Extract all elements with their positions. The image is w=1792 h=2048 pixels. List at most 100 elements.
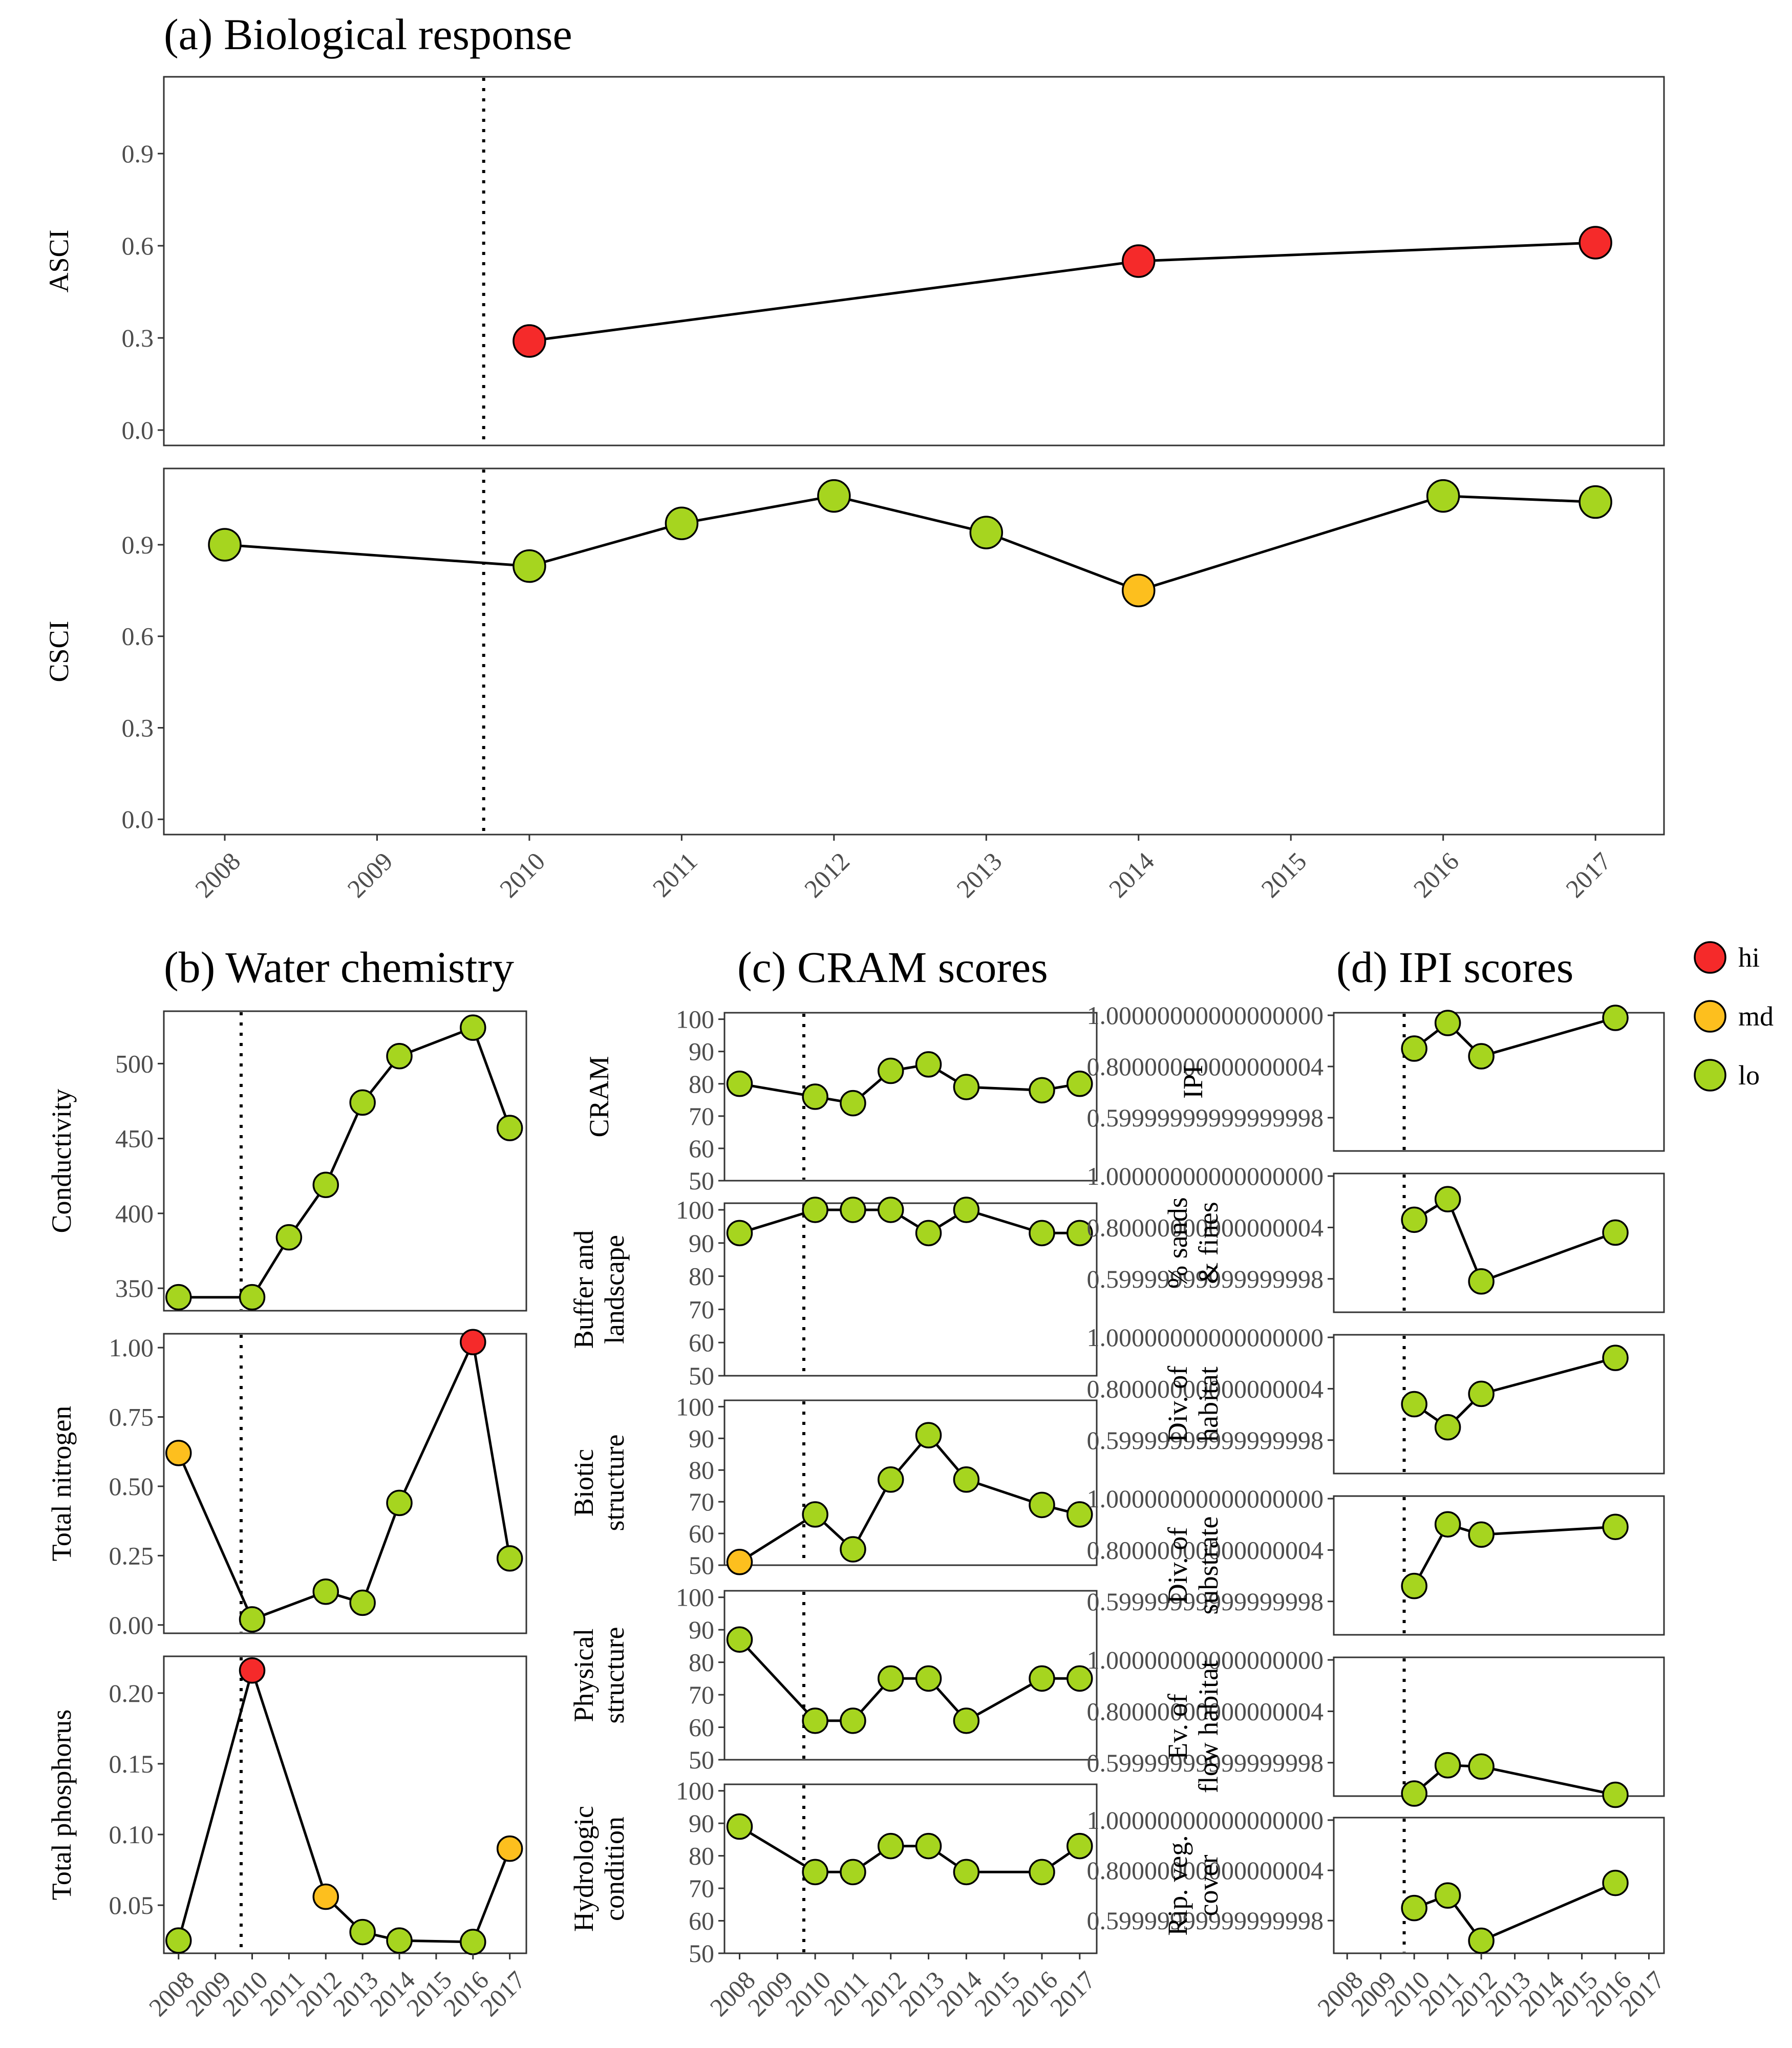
data-point-lo <box>1426 479 1460 513</box>
data-point-lo <box>878 1832 904 1860</box>
series-line <box>739 1063 1080 1105</box>
data-point-lo <box>1602 1005 1629 1031</box>
y-axis-label: Div. of substrate <box>1162 1517 1224 1615</box>
title-a: (a) Biological response <box>164 10 572 59</box>
panel-frame <box>163 467 1665 836</box>
plot-area: 0.0 0.3 0.6 0.9 ASCI 0.0 0.3 0.6 0.9 CSCI 2008 2009… <box>44 76 1670 2022</box>
data-point-lo <box>460 1929 486 1955</box>
chart-section-3: 0.59999999999999998 0.80000000000000004 1.… <box>1087 1001 1670 2022</box>
data-point-lo <box>953 1074 980 1100</box>
panel-frame <box>1333 1495 1665 1636</box>
y-axis-label-line: Physical <box>568 1629 599 1722</box>
y-tick-label: 0.6 <box>122 231 154 260</box>
y-axis-label-line: structure <box>599 1627 630 1724</box>
data-point-lo <box>802 1708 828 1734</box>
y-tick-label: 0.59999999999999998 <box>1087 1906 1324 1935</box>
y-axis-label-line: structure <box>599 1435 630 1531</box>
data-point-lo <box>1029 1859 1055 1886</box>
y-tick-label: 1.00000000000000000 <box>1087 1646 1324 1674</box>
data-point-lo <box>496 1115 523 1141</box>
y-tick-label: 0.59999999999999998 <box>1087 1103 1324 1132</box>
y-tick-label: 0.80000000000000004 <box>1087 1052 1324 1081</box>
data-point-lo <box>1468 1521 1495 1548</box>
y-tick-label: 0.80000000000000004 <box>1087 1856 1324 1885</box>
data-point-lo <box>1602 1781 1629 1808</box>
y-tick-label: 60 <box>689 1134 714 1163</box>
y-tick-label: 100 <box>676 1005 714 1034</box>
data-point-lo <box>726 1626 753 1653</box>
y-tick-label: 80 <box>689 1070 714 1098</box>
data-point-lo <box>878 1057 904 1084</box>
data-point-lo <box>239 1284 266 1311</box>
panel-frame <box>1333 1172 1665 1313</box>
y-tick-label: 1.00000000000000000 <box>1087 1001 1324 1030</box>
y-tick-label: 0.80000000000000004 <box>1087 1535 1324 1564</box>
y-tick-label: 90 <box>689 1809 714 1838</box>
x-tick-label: 2008 <box>189 847 246 903</box>
data-point-lo <box>915 1220 942 1247</box>
y-tick-label: 0.20 <box>109 1679 154 1708</box>
chart-section-2: 50 60 70 80 90 100 CRAM 50 60 70 80 90 100 Buffer and… <box>568 1005 1101 2022</box>
y-tick-label: 50 <box>689 1166 714 1195</box>
y-tick-label: 50 <box>689 1745 714 1774</box>
data-point-hi <box>513 324 546 358</box>
y-tick-label: 50 <box>689 1361 714 1390</box>
data-point-lo <box>878 1665 904 1692</box>
y-axis-label-line: Div. of <box>1162 1527 1193 1604</box>
y-tick-label: 70 <box>689 1680 714 1709</box>
series-line <box>1414 1882 1616 1943</box>
x-tick-label: 2017 <box>1560 847 1616 903</box>
series-line <box>739 1208 1080 1235</box>
x-tick-label: 2013 <box>951 847 1007 903</box>
y-tick-label: 0.9 <box>122 139 154 168</box>
legend-label-lo: lo <box>1738 1060 1760 1091</box>
data-point-lo <box>1434 1752 1461 1779</box>
data-point-md <box>496 1835 523 1862</box>
y-tick-label: 100 <box>676 1196 714 1224</box>
data-point-lo <box>312 1578 339 1605</box>
data-point-lo <box>802 1197 828 1223</box>
data-point-lo <box>915 1422 942 1448</box>
series-line <box>529 241 1596 343</box>
y-axis-label: Hydrologic condition <box>568 1806 630 1932</box>
data-point-md <box>726 1549 753 1575</box>
data-point-lo <box>878 1197 904 1223</box>
y-tick-label: 80 <box>689 1262 714 1291</box>
data-point-lo <box>953 1466 980 1493</box>
data-point-lo <box>239 1606 266 1633</box>
y-tick-label: 500 <box>115 1049 154 1078</box>
data-point-lo <box>1029 1077 1055 1104</box>
y-axis-label: Biotic structure <box>568 1435 630 1531</box>
legend-label-md: md <box>1738 1001 1774 1032</box>
y-tick-label: 0.10 <box>109 1820 154 1849</box>
y-tick-label: 0.0 <box>122 805 154 834</box>
data-point-lo <box>349 1089 376 1116</box>
y-tick-label: 100 <box>676 1583 714 1612</box>
data-point-lo <box>1401 1391 1427 1418</box>
y-axis-label-line: CRAM <box>584 1056 614 1137</box>
y-axis-label-line: cover <box>1193 1855 1224 1916</box>
data-point-lo <box>840 1859 866 1886</box>
panel-3-3: 0.59999999999999998 0.80000000000000004 1.… <box>1087 1484 1665 1636</box>
data-point-lo <box>665 506 699 540</box>
panel-frame <box>163 1655 527 1954</box>
y-axis-label: Total nitrogen <box>46 1406 77 1562</box>
y-axis-label: Div. of habitat <box>1162 1366 1224 1442</box>
y-axis-label: ASCI <box>44 229 74 292</box>
series-line <box>1413 1523 1616 1587</box>
y-axis-label: CRAM <box>584 1056 614 1137</box>
data-point-md <box>312 1883 339 1910</box>
data-point-lo <box>1602 1219 1629 1246</box>
y-tick-label: 450 <box>115 1124 154 1153</box>
data-point-lo <box>1029 1491 1055 1519</box>
series-line <box>739 1433 1080 1563</box>
y-tick-label: 1.00000000000000000 <box>1087 1323 1324 1352</box>
data-point-lo <box>1029 1220 1055 1247</box>
data-point-lo <box>1468 1753 1495 1780</box>
y-tick-label: 100 <box>676 1777 714 1805</box>
y-axis-label: Buffer and landscape <box>568 1230 630 1349</box>
y-tick-label: 0.59999999999999998 <box>1087 1265 1324 1293</box>
x-tick-label: 2012 <box>799 847 855 903</box>
